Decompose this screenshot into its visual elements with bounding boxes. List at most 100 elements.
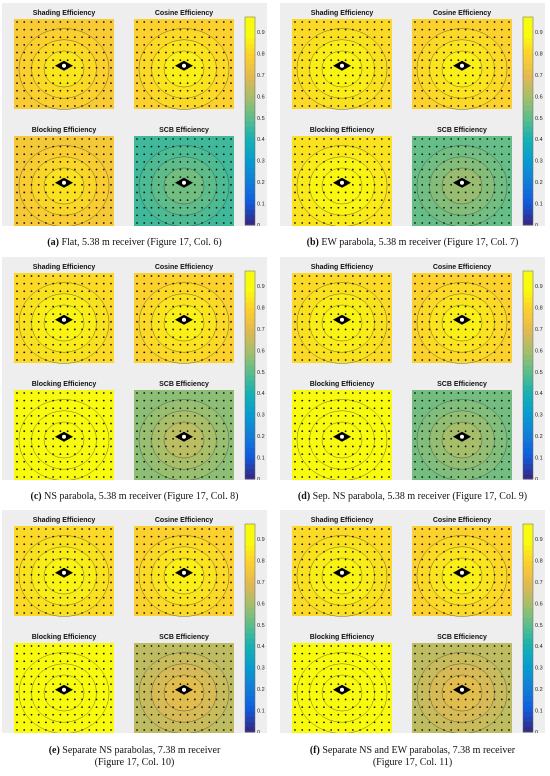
heliostat-dot bbox=[373, 683, 376, 686]
heliostat-dot bbox=[143, 645, 146, 647]
heliostat-dot bbox=[500, 328, 503, 331]
colorbar-segment bbox=[245, 669, 255, 676]
heliostat-dot bbox=[23, 407, 26, 410]
heliostat-dot bbox=[450, 59, 453, 62]
heliostat-dot bbox=[88, 183, 91, 186]
heliostat-dot bbox=[208, 138, 211, 140]
heliostat-dot bbox=[157, 51, 160, 54]
heliostat-dot bbox=[508, 21, 510, 23]
heliostat-dot bbox=[73, 690, 76, 693]
heliostat-dot bbox=[508, 612, 510, 614]
heliostat-dot bbox=[308, 468, 311, 471]
heliostat-dot bbox=[421, 698, 424, 701]
colorbar-segment bbox=[245, 307, 255, 314]
heliostat-dot bbox=[73, 573, 76, 576]
heliostat-dot bbox=[59, 407, 62, 410]
heliostat-dot bbox=[222, 199, 225, 201]
heliostat-dot bbox=[59, 476, 62, 478]
heliostat-dot bbox=[150, 535, 153, 538]
heliostat-dot bbox=[359, 596, 361, 599]
heliostat-dot bbox=[186, 145, 189, 148]
heliostat-dot bbox=[493, 573, 496, 576]
heliostat-dot bbox=[464, 535, 467, 538]
heliostat-dot bbox=[308, 191, 311, 194]
heliostat-dot bbox=[301, 199, 304, 201]
colorbar-tick-label: 0.8 bbox=[257, 305, 265, 311]
heliostat-dot bbox=[157, 543, 160, 546]
heliostat-dot bbox=[52, 282, 55, 285]
heliostat-dot bbox=[457, 214, 460, 217]
heliostat-dot bbox=[222, 668, 225, 670]
heliostat-dot bbox=[479, 214, 481, 217]
colorbar-segment bbox=[245, 188, 255, 195]
heliostat-dot bbox=[380, 275, 383, 277]
heliostat-dot bbox=[315, 675, 318, 678]
heliostat-dot bbox=[471, 407, 474, 410]
heliostat-dot bbox=[165, 399, 167, 402]
heliostat-dot bbox=[359, 191, 361, 194]
heliostat-dot bbox=[414, 305, 416, 308]
heliostat-dot bbox=[428, 415, 431, 417]
heliostat-dot bbox=[457, 721, 460, 724]
colorbar-segment bbox=[523, 219, 533, 226]
heliostat-dot bbox=[45, 437, 47, 440]
heliostat-dot bbox=[344, 89, 347, 92]
heliostat-dot bbox=[136, 82, 138, 84]
heliostat-dot bbox=[315, 399, 318, 402]
heliostat-dot bbox=[450, 729, 453, 731]
heliostat-dot bbox=[201, 690, 203, 693]
heliostat-dot bbox=[421, 706, 424, 708]
heliostat-dot bbox=[373, 422, 376, 425]
heliostat-dot bbox=[414, 476, 416, 478]
heliostat-dot bbox=[215, 44, 218, 46]
heliostat-dot bbox=[95, 59, 98, 62]
heliostat-dot bbox=[52, 558, 55, 561]
colorbar-segment bbox=[245, 48, 255, 54]
heliostat-dot bbox=[351, 138, 354, 140]
heliostat-dot bbox=[380, 407, 383, 410]
heliostat-dot bbox=[337, 313, 340, 316]
heliostat-dot bbox=[450, 305, 453, 308]
heliostat-dot bbox=[351, 153, 354, 156]
heliostat-dot bbox=[428, 222, 431, 224]
heliostat-dot bbox=[366, 36, 369, 39]
heliostat-dot bbox=[230, 282, 232, 285]
heliostat-dot bbox=[186, 222, 189, 224]
heliostat-dot bbox=[486, 313, 489, 316]
heliostat-dot bbox=[388, 437, 390, 440]
heliostat-dot bbox=[421, 206, 424, 209]
heliostat-dot bbox=[443, 581, 445, 584]
heliostat-dot bbox=[380, 21, 383, 23]
heliostat-dot bbox=[421, 612, 424, 614]
heliostat-dot bbox=[351, 176, 354, 179]
heliostat-dot bbox=[230, 683, 232, 686]
heliostat-dot bbox=[59, 359, 62, 361]
heliostat-dot bbox=[23, 206, 26, 209]
heliostat-dot bbox=[110, 528, 112, 530]
colorbar-tick-label: 0.7 bbox=[257, 73, 265, 79]
heliostat-dot bbox=[315, 453, 318, 455]
heliostat-dot bbox=[222, 89, 225, 92]
heliostat-dot bbox=[380, 336, 383, 338]
heliostat-dot bbox=[380, 543, 383, 546]
heliostat-dot bbox=[486, 392, 489, 394]
heliostat-dot bbox=[165, 282, 167, 285]
heliostat-dot bbox=[45, 82, 47, 84]
colorbar-tick-label: 0.3 bbox=[257, 159, 265, 165]
heliostat-dot bbox=[388, 422, 390, 425]
heliostat-dot bbox=[323, 729, 325, 731]
colorbar-segment bbox=[245, 17, 255, 23]
heliostat-dot bbox=[443, 645, 445, 647]
heliostat-dot bbox=[493, 415, 496, 417]
heliostat-dot bbox=[359, 581, 361, 584]
colorbar-segment bbox=[245, 291, 255, 298]
heliostat-dot bbox=[330, 430, 333, 433]
colorbar: 00.10.20.30.40.50.60.70.80.9 bbox=[522, 523, 543, 733]
heliostat-dot bbox=[73, 445, 76, 448]
heliostat-dot bbox=[486, 36, 489, 39]
heliostat-dot bbox=[294, 359, 296, 361]
heliostat-dot bbox=[95, 551, 98, 553]
heliostat-dot bbox=[435, 351, 438, 354]
heliostat-dot bbox=[110, 675, 112, 678]
heliostat-dot bbox=[471, 313, 474, 316]
